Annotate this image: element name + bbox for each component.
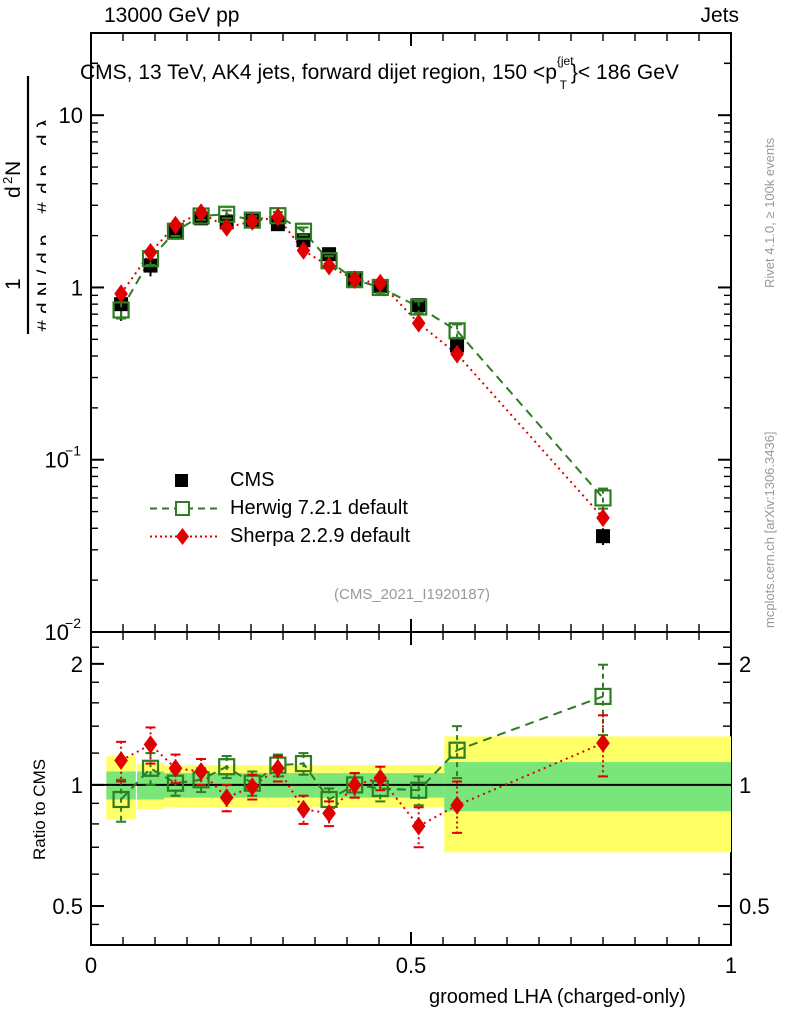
- ytick-label-ratio: 1: [71, 773, 83, 798]
- ratio-band-inner: [475, 762, 731, 812]
- datapoint-main-2-11: [411, 313, 426, 333]
- analysis-id-watermark: (CMS_2021_I1920187): [334, 586, 490, 603]
- series-line-1: [120, 213, 604, 499]
- datapoint-main-2-10: [373, 273, 388, 293]
- datapoint-ratio-0-1: [141, 759, 160, 777]
- datapoint-main-2-2: [168, 215, 183, 235]
- main-series-group: [112, 203, 612, 545]
- xtick-label: 0: [85, 953, 97, 978]
- legend-item-herwig[interactable]: Herwig 7.2.1 default: [148, 494, 410, 522]
- ytick-label-main-exp: −2: [65, 615, 81, 631]
- datapoint-ratio-1-9: [347, 775, 362, 795]
- datapoint-main-2-7: [296, 241, 311, 260]
- datapoint-main-2-1: [143, 242, 158, 262]
- datapoint-ratio-1-3: [194, 762, 208, 781]
- datapoint-main-2-12: [450, 344, 464, 364]
- svg-text:#: #: [34, 202, 46, 214]
- yaxis-den1-a: #: [34, 320, 46, 332]
- datapoint-main-2-9: [347, 270, 362, 290]
- svg-text:d N / d p: d N / d p: [34, 235, 46, 314]
- datapoint-main-2-13: [596, 508, 610, 528]
- datapoint-ratio-0-4: [218, 758, 236, 776]
- yaxis-label-svg: # d N / d p T # d p T d λ 1 d 2 N: [2, 76, 46, 334]
- ytick-label-main: 1: [71, 275, 83, 300]
- xtick-label: 1: [725, 953, 737, 978]
- datapoint-ratio-0-0: [112, 790, 130, 809]
- legend-label-cms: CMS: [230, 468, 275, 491]
- datapoint-ratio-0-12: [448, 741, 466, 759]
- datapoint-ratio-1-6: [271, 758, 285, 778]
- header-right: Jets: [700, 4, 739, 27]
- legend: CMS Herwig 7.2.1 default Sherpa 2.2.9 de…: [148, 466, 410, 550]
- svg-text:d: d: [2, 186, 25, 198]
- legend-label-herwig: Herwig 7.2.1 default: [230, 496, 408, 519]
- datapoint-main-2-6: [271, 207, 285, 227]
- ratio-series-group: [112, 663, 612, 849]
- datapoint-main-1-7: [294, 222, 313, 240]
- datapoint-ratio-1-4: [219, 788, 234, 807]
- ytick-label-main-exp: −1: [65, 443, 81, 459]
- datapoint-main-2-3: [194, 203, 208, 222]
- page-title: CMS, 13 TeV, AK4 jets, forward dijet reg…: [80, 54, 689, 92]
- datapoint-ratio-1-7: [296, 799, 311, 819]
- header-left: 13000 GeV pp: [104, 4, 240, 27]
- ytick-label-ratio-right: 1: [739, 773, 751, 798]
- datapoint-main-0-13: [596, 529, 610, 544]
- datapoint-main-2-4: [219, 218, 234, 237]
- svg-text:d λ: d λ: [34, 117, 46, 146]
- datapoint-ratio-0-11: [410, 781, 428, 799]
- page-title-post: }< 186 GeV: [570, 61, 679, 84]
- svg-text:2: 2: [2, 177, 15, 184]
- datapoint-ratio-1-10: [373, 768, 388, 788]
- ytick-label-ratio: 2: [71, 652, 83, 677]
- svg-text:N: N: [2, 161, 25, 176]
- xaxis-label: groomed LHA (charged-only): [429, 986, 686, 1008]
- ytick-label-main: 10: [45, 448, 69, 473]
- datapoint-ratio-1-13: [596, 733, 610, 753]
- page-title-sup: {jet: [556, 54, 574, 68]
- datapoint-main-2-0: [114, 284, 128, 304]
- datapoint-ratio-1-8: [322, 803, 336, 823]
- datapoint-ratio-0-13: [594, 687, 612, 705]
- legend-marker-cms-icon: [175, 474, 188, 487]
- datapoint-ratio-1-12: [450, 795, 464, 815]
- page-title-pre: CMS, 13 TeV, AK4 jets, forward dijet reg…: [80, 61, 557, 84]
- datapoint-main-0-7: [296, 233, 311, 248]
- datapoint-ratio-1-1: [143, 735, 158, 754]
- datapoint-main-1-12: [448, 322, 466, 340]
- ytick-label-main: 10: [59, 103, 83, 128]
- legend-label-sherpa: Sherpa 2.2.9 default: [230, 524, 411, 547]
- xtick-label: 0.5: [396, 953, 427, 978]
- datapoint-ratio-0-7: [294, 754, 313, 773]
- datapoint-ratio-1-0: [114, 751, 128, 770]
- datapoint-main-2-8: [322, 256, 336, 276]
- datapoint-ratio-1-5: [245, 777, 260, 797]
- ytick-label-ratio-right: 0.5: [739, 894, 770, 919]
- datapoint-ratio-1-11: [411, 816, 426, 836]
- legend-marker-sherpa-icon: [150, 528, 220, 545]
- svg-text:d p: d p: [34, 165, 46, 194]
- legend-item-cms[interactable]: CMS: [148, 466, 410, 494]
- legend-marker-herwig-icon: [150, 501, 220, 516]
- datapoint-ratio-1-2: [168, 758, 183, 778]
- ytick-label-main: 10: [45, 620, 69, 645]
- ytick-label-ratio: 0.5: [52, 894, 83, 919]
- datapoint-main-1-13: [594, 489, 612, 507]
- svg-text:1: 1: [2, 278, 25, 290]
- yaxis-label: # d N / d p T # d p T d λ 1 d 2 N: [2, 38, 46, 338]
- ytick-label-ratio-right: 2: [739, 652, 751, 677]
- legend-item-sherpa[interactable]: Sherpa 2.2.9 default: [148, 522, 410, 550]
- page-title-sub: T: [559, 78, 567, 93]
- datapoint-main-2-5: [245, 211, 260, 231]
